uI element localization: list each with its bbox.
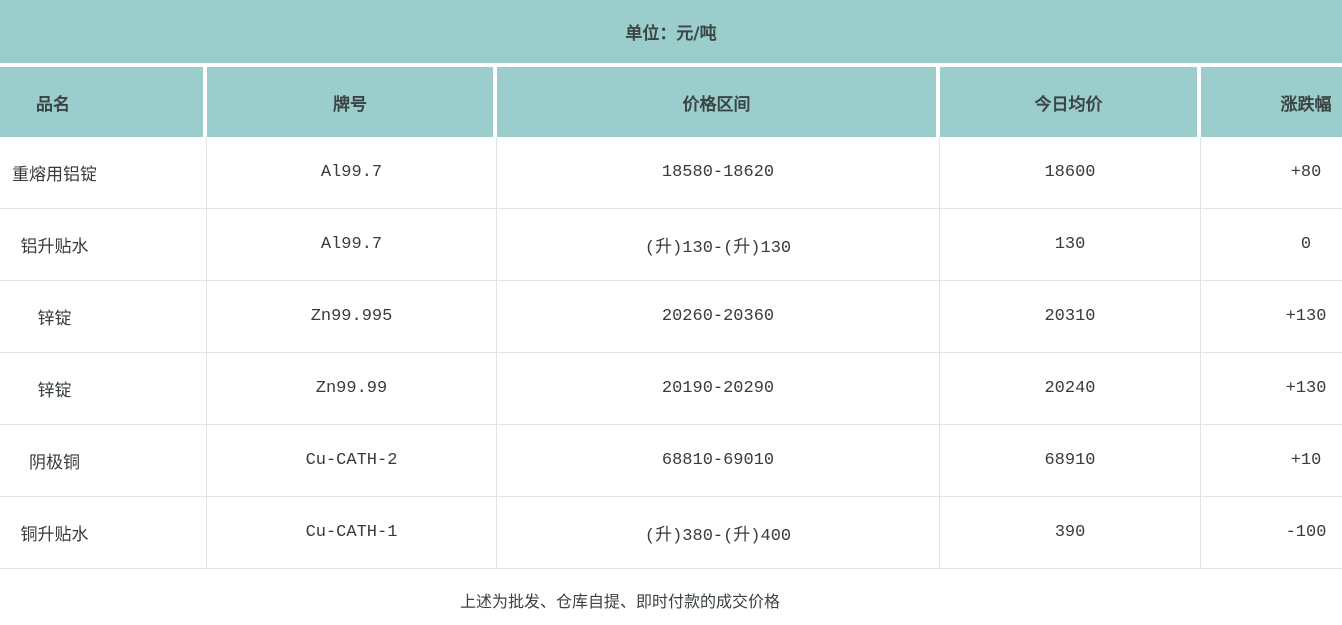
cell-avg-price: 68910 bbox=[940, 425, 1201, 496]
cell-price-range: (升)380-(升)400 bbox=[497, 497, 940, 568]
cell-price-range: (升)130-(升)130 bbox=[497, 209, 940, 280]
column-header-change: 涨跌幅 bbox=[1201, 67, 1342, 137]
cell-brand: Al99.7 bbox=[207, 209, 497, 280]
cell-product-name: 锌锭 bbox=[0, 353, 207, 424]
table-row: 重熔用铝锭 Al99.7 18580-18620 18600 +80 bbox=[0, 137, 1342, 209]
cell-change: +130 bbox=[1201, 281, 1342, 352]
cell-brand: Zn99.99 bbox=[207, 353, 497, 424]
unit-label: 单位：元/吨 bbox=[625, 24, 717, 44]
cell-product-name: 锌锭 bbox=[0, 281, 207, 352]
cell-product-name: 重熔用铝锭 bbox=[0, 137, 207, 208]
cell-product-name: 铝升贴水 bbox=[0, 209, 207, 280]
table-row: 锌锭 Zn99.99 20190-20290 20240 +130 bbox=[0, 353, 1342, 425]
table-row: 铝升贴水 Al99.7 (升)130-(升)130 130 0 bbox=[0, 209, 1342, 281]
table-row: 阴极铜 Cu-CATH-2 68810-69010 68910 +10 bbox=[0, 425, 1342, 497]
column-header-brand: 牌号 bbox=[207, 67, 497, 137]
cell-brand: Al99.7 bbox=[207, 137, 497, 208]
unit-bar: 单位：元/吨 bbox=[0, 0, 1342, 63]
footer-note: 上述为批发、仓库自提、即时付款的成交价格 bbox=[459, 592, 780, 611]
cell-brand: Cu-CATH-2 bbox=[207, 425, 497, 496]
cell-avg-price: 390 bbox=[940, 497, 1201, 568]
cell-change: -100 bbox=[1201, 497, 1342, 568]
cell-price-range: 20260-20360 bbox=[497, 281, 940, 352]
table-row: 铜升贴水 Cu-CATH-1 (升)380-(升)400 390 -100 bbox=[0, 497, 1342, 569]
cell-brand: Zn99.995 bbox=[207, 281, 497, 352]
column-header-name: 品名 bbox=[0, 67, 207, 137]
cell-avg-price: 20240 bbox=[940, 353, 1201, 424]
cell-change: +10 bbox=[1201, 425, 1342, 496]
price-table: 品名 牌号 价格区间 今日均价 涨跌幅 重熔用铝锭 Al99.7 18580-1… bbox=[0, 67, 1342, 569]
cell-avg-price: 130 bbox=[940, 209, 1201, 280]
cell-price-range: 20190-20290 bbox=[497, 353, 940, 424]
cell-change: +130 bbox=[1201, 353, 1342, 424]
cell-price-range: 68810-69010 bbox=[497, 425, 940, 496]
cell-change: 0 bbox=[1201, 209, 1342, 280]
table-row: 锌锭 Zn99.995 20260-20360 20310 +130 bbox=[0, 281, 1342, 353]
column-header-avg: 今日均价 bbox=[940, 67, 1201, 137]
cell-brand: Cu-CATH-1 bbox=[207, 497, 497, 568]
cell-product-name: 铜升贴水 bbox=[0, 497, 207, 568]
cell-price-range: 18580-18620 bbox=[497, 137, 940, 208]
cell-avg-price: 18600 bbox=[940, 137, 1201, 208]
cell-change: +80 bbox=[1201, 137, 1342, 208]
cell-avg-price: 20310 bbox=[940, 281, 1201, 352]
column-header-range: 价格区间 bbox=[497, 67, 940, 137]
cell-product-name: 阴极铜 bbox=[0, 425, 207, 496]
table-header-row: 品名 牌号 价格区间 今日均价 涨跌幅 bbox=[0, 67, 1342, 137]
band-gap bbox=[0, 63, 1342, 67]
